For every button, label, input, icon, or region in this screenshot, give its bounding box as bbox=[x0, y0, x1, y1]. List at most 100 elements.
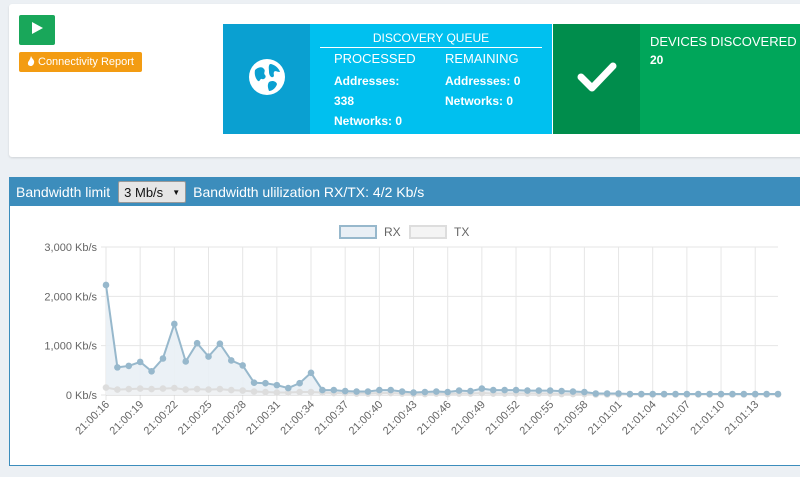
data-point-rx bbox=[581, 388, 588, 396]
data-point-rx bbox=[250, 379, 258, 386]
data-point-rx bbox=[717, 390, 725, 398]
data-point-rx bbox=[216, 340, 224, 347]
connectivity-report-label: Connectivity Report bbox=[38, 56, 134, 68]
data-point-tx bbox=[125, 385, 133, 393]
caret-down-icon: ▼ bbox=[172, 187, 181, 197]
data-point-rx bbox=[353, 388, 360, 395]
data-point-tx bbox=[193, 385, 201, 393]
data-point-rx bbox=[546, 387, 554, 394]
data-point-rx bbox=[398, 388, 406, 395]
remaining-addresses: Addresses: 0 bbox=[445, 74, 521, 88]
data-point-rx bbox=[489, 386, 497, 394]
data-point-rx bbox=[626, 390, 634, 398]
data-point-rx bbox=[273, 381, 281, 389]
data-point-rx bbox=[171, 320, 178, 328]
devices-icon-area bbox=[553, 24, 640, 134]
data-point-rx bbox=[660, 390, 668, 398]
data-point-rx bbox=[615, 390, 622, 397]
y-tick-label: 2,000 Kb/s bbox=[44, 291, 97, 303]
data-point-rx bbox=[159, 355, 167, 362]
devices-count: 20 bbox=[650, 53, 664, 67]
legend-label-rx: RX bbox=[384, 225, 401, 239]
data-point-rx bbox=[524, 387, 531, 394]
data-point-tx bbox=[136, 385, 144, 392]
data-point-rx bbox=[341, 387, 349, 395]
data-point-tx bbox=[250, 388, 258, 395]
data-point-rx bbox=[763, 390, 770, 398]
data-point-rx bbox=[307, 369, 315, 377]
start-discovery-button[interactable] bbox=[19, 15, 55, 45]
legend-swatch-tx bbox=[409, 225, 447, 239]
data-point-rx bbox=[433, 388, 440, 395]
data-point-rx bbox=[592, 390, 600, 397]
data-point-tx bbox=[102, 384, 110, 391]
data-point-tx bbox=[159, 385, 167, 392]
x-tick-label: 21:00:31 bbox=[244, 399, 283, 438]
x-tick-label: 21:00:34 bbox=[278, 399, 317, 438]
queue-title: DISCOVERY QUEUE bbox=[320, 31, 542, 48]
y-tick-label: 1,000 Kb/s bbox=[44, 341, 97, 353]
processed-heading: PROCESSED bbox=[334, 51, 416, 66]
data-point-tx bbox=[262, 388, 269, 396]
processed-networks: Networks: 0 bbox=[334, 114, 403, 128]
data-point-rx bbox=[467, 387, 474, 395]
data-point-rx bbox=[102, 281, 110, 289]
data-point-rx bbox=[512, 386, 520, 394]
data-point-tx bbox=[239, 387, 246, 394]
remaining-networks: Networks: 0 bbox=[445, 94, 514, 108]
x-tick-label: 21:01:01 bbox=[586, 399, 625, 438]
x-tick-label: 21:00:58 bbox=[552, 399, 591, 438]
data-point-rx bbox=[376, 386, 383, 394]
data-point-rx bbox=[683, 390, 691, 398]
data-point-rx bbox=[182, 358, 190, 365]
data-point-rx bbox=[740, 390, 748, 398]
data-point-rx bbox=[535, 387, 543, 394]
bandwidth-utilization-text: Bandwidth ulilization RX/TX: 4/2 Kb/s bbox=[193, 184, 425, 200]
data-point-rx bbox=[638, 390, 645, 398]
data-point-rx bbox=[649, 390, 657, 398]
data-point-rx bbox=[455, 387, 463, 394]
data-point-rx bbox=[262, 379, 269, 387]
check-icon bbox=[577, 62, 617, 97]
y-tick-label: 0 Kb/s bbox=[66, 390, 98, 402]
devices-discovered-box: DEVICES DISCOVERED 20 bbox=[553, 24, 800, 134]
discovery-queue-box: DISCOVERY QUEUE PROCESSED Addresses: 338… bbox=[223, 24, 552, 134]
x-tick-label: 21:00:40 bbox=[347, 399, 386, 438]
data-point-rx bbox=[569, 388, 577, 395]
data-point-rx bbox=[148, 368, 155, 375]
bandwidth-limit-value: 3 Mb/s bbox=[124, 184, 164, 200]
data-point-rx bbox=[421, 388, 429, 396]
x-tick-label: 21:00:46 bbox=[415, 399, 454, 438]
data-point-rx bbox=[603, 390, 611, 397]
series-area-rx bbox=[106, 285, 778, 395]
data-point-tx bbox=[307, 388, 315, 396]
remaining-column: REMAINING Addresses: 0 Networks: 0 bbox=[445, 51, 555, 111]
data-point-rx bbox=[125, 362, 133, 370]
data-point-rx bbox=[478, 385, 486, 392]
data-point-tx bbox=[148, 385, 155, 393]
data-point-rx bbox=[501, 386, 508, 394]
data-point-rx bbox=[387, 386, 395, 394]
x-tick-label: 21:00:52 bbox=[483, 399, 522, 438]
bandwidth-limit-select[interactable]: 3 Mb/s ▼ bbox=[118, 181, 187, 203]
bandwidth-header: Bandwidth limit 3 Mb/s ▼ Bandwidth ulili… bbox=[10, 178, 800, 206]
data-point-rx bbox=[444, 388, 451, 396]
devices-title: DEVICES DISCOVERED bbox=[650, 34, 797, 49]
x-tick-label: 21:00:16 bbox=[73, 399, 112, 438]
data-point-tx bbox=[227, 386, 235, 394]
x-tick-label: 21:01:04 bbox=[620, 399, 659, 438]
data-point-tx bbox=[296, 388, 303, 396]
data-point-rx bbox=[136, 358, 144, 366]
x-tick-label: 21:01:13 bbox=[723, 399, 762, 438]
data-point-tx bbox=[273, 389, 281, 396]
x-tick-label: 21:00:19 bbox=[108, 399, 147, 438]
data-point-rx bbox=[239, 362, 246, 369]
data-point-rx bbox=[227, 357, 235, 364]
data-point-rx bbox=[558, 387, 565, 395]
bandwidth-limit-label: Bandwidth limit bbox=[16, 184, 111, 200]
legend-label-tx: TX bbox=[454, 225, 469, 239]
data-point-rx bbox=[284, 384, 292, 392]
connectivity-report-button[interactable]: Connectivity Report bbox=[19, 52, 142, 72]
data-point-tx bbox=[205, 386, 212, 393]
